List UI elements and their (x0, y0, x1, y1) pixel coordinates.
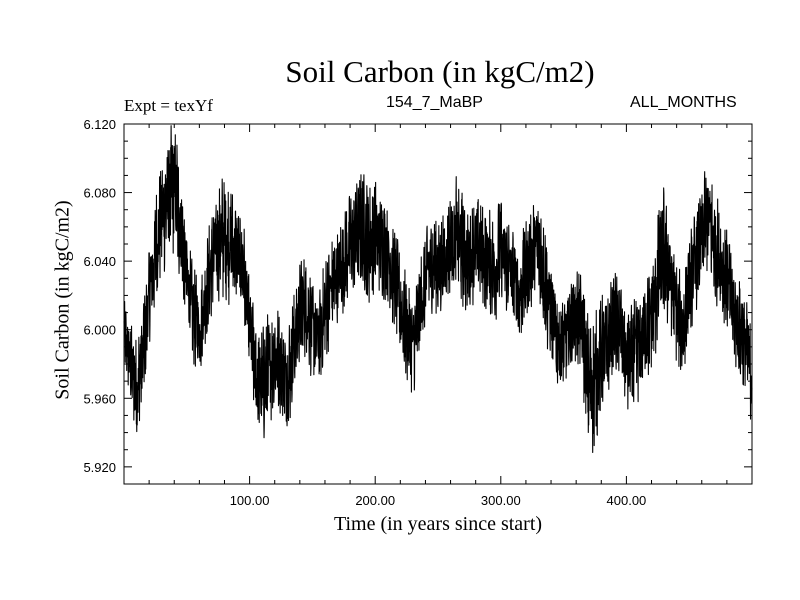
y-tick-label: 6.080 (83, 186, 116, 201)
x-tick-label: 300.00 (481, 493, 521, 508)
y-tick-label: 5.960 (83, 391, 116, 406)
x-tick-label: 400.00 (607, 493, 647, 508)
y-tick-label: 6.000 (83, 323, 116, 338)
experiment-label: Expt = texYf (124, 96, 213, 115)
y-tick-label: 6.120 (83, 117, 116, 132)
months-label: ALL_MONTHS (630, 94, 737, 111)
ticks-layer: 100.00 200.00 300.00 400.00 5.920 5.960 6.000 6… (83, 117, 752, 508)
x-tick-label: 100.00 (230, 493, 270, 508)
y-axis-title: Soil Carbon (in kgC/m2) (51, 200, 74, 400)
series-layer (123, 125, 753, 454)
x-axis-title: Time (in years since start) (333, 513, 543, 535)
x-tick-label: 200.00 (355, 493, 395, 508)
y-tick-label: 5.920 (83, 460, 116, 475)
plot-frame (123, 123, 753, 485)
y-tick-label: 6.040 (83, 254, 116, 269)
period-label: 154_7_MaBP (386, 94, 483, 111)
chart-title: Soil Carbon (in kgC/m2) (285, 54, 595, 89)
series-line (123, 125, 753, 454)
